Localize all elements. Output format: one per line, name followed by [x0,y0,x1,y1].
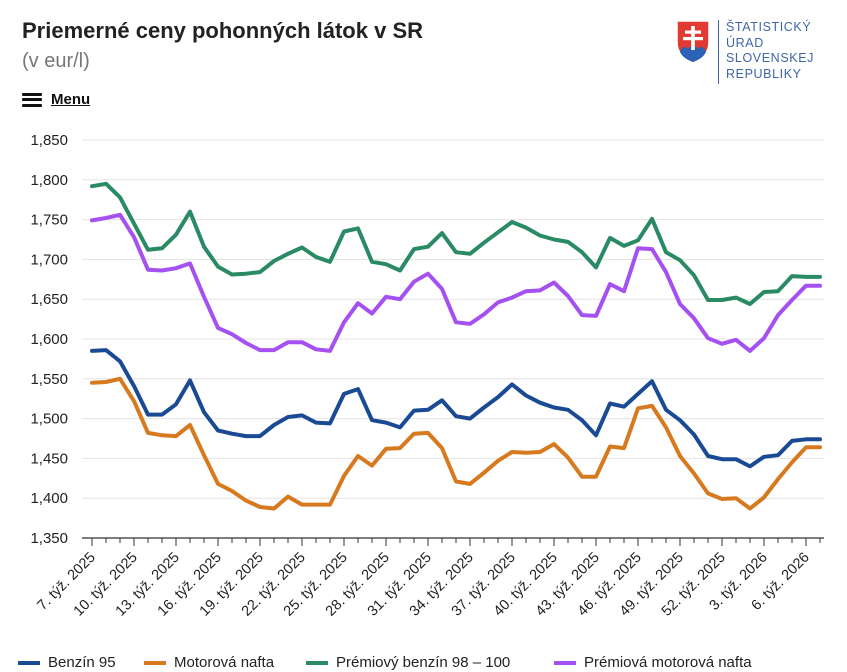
legend-swatch [306,660,328,665]
legend-swatch [18,660,40,665]
legend-item-premiova-nafta[interactable]: Prémiová motorová nafta [554,654,752,671]
y-tick-label: 1,600 [30,331,68,348]
y-tick-label: 1,800 [30,172,68,189]
legend-item-benzin-95[interactable]: Benzín 95 [18,654,116,671]
series-line[interactable] [90,348,822,469]
y-tick-label: 1,850 [30,132,68,149]
legend-label: Motorová nafta [174,654,275,671]
y-axis-ticks: 1,350 1,400 1,450 1,500 1,550 1,600 1,650 1,700… [30,132,68,547]
logo-line: REPUBLIKY [726,66,802,81]
legend-label: Prémiová motorová nafta [584,654,752,671]
chart-subtitle: (v eur/l) [22,50,90,72]
susr-logo[interactable]: ŠTATISTICKÝ ÚRAD SLOVENSKEJ REPUBLIKY [676,20,814,84]
y-tick-label: 1,400 [30,490,68,507]
legend-label: Prémiový benzín 98 – 100 [336,654,511,671]
y-tick-label: 1,500 [30,411,68,428]
y-tick-label: 1,350 [30,530,68,547]
y-tick-label: 1,650 [30,291,68,308]
legend-swatch [144,660,166,665]
logo-separator [718,20,719,84]
menu-button[interactable]: Menu [22,91,90,108]
y-tick-label: 1,700 [30,251,68,268]
hamburger-icon [22,92,42,107]
logo-text: ŠTATISTICKÝ ÚRAD SLOVENSKEJ REPUBLIKY [726,20,814,82]
series-lines [90,181,822,511]
logo-line: ÚRAD [726,35,764,50]
legend-item-motorova-nafta[interactable]: Motorová nafta [144,654,274,671]
y-tick-label: 1,750 [30,212,68,229]
chart-title: Priemerné ceny pohonných látok v SR [22,18,424,43]
logo-line: ŠTATISTICKÝ [726,20,812,34]
y-tick-label: 1,550 [30,371,68,388]
series-line[interactable] [90,376,822,511]
series-line[interactable] [90,181,822,306]
legend-item-premiovy-benzin[interactable]: Prémiový benzín 98 – 100 [306,654,510,671]
y-tick-label: 1,450 [30,450,68,467]
series-line[interactable] [90,212,822,353]
legend-label: Benzín 95 [48,654,116,671]
logo-line: SLOVENSKEJ [726,51,814,65]
legend-swatch [554,660,576,665]
slovak-coat-of-arms-icon [676,20,710,64]
menu-label: Menu [51,91,91,108]
